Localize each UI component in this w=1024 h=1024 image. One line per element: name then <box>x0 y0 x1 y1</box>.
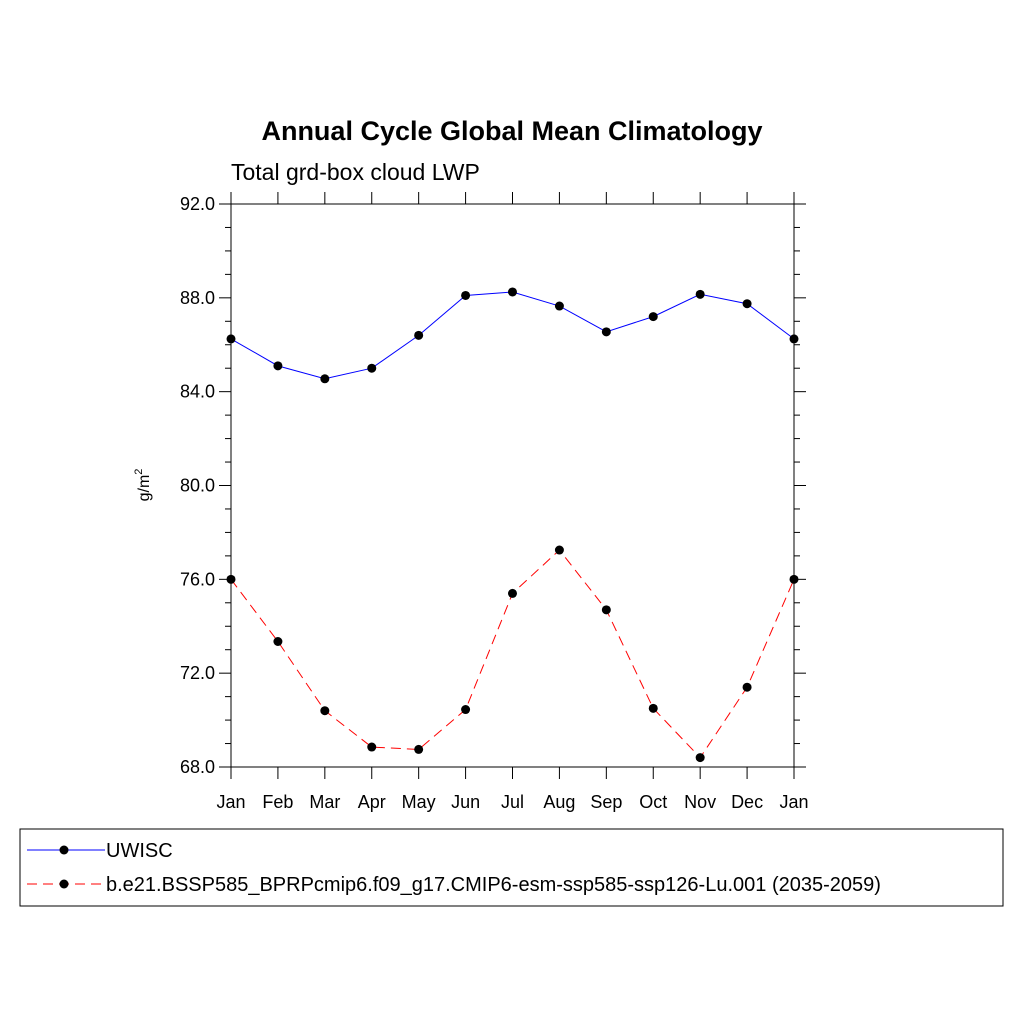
legend-marker-uwisc <box>59 845 69 855</box>
series-1-point <box>648 703 658 713</box>
series-1 <box>226 545 799 763</box>
series-0-point <box>461 290 471 300</box>
series-1-point <box>695 753 705 763</box>
series-0-point <box>273 361 283 371</box>
axis-ticks <box>219 192 806 779</box>
y-axis-label-base: g/m <box>136 475 153 502</box>
y-tick-label: 76.0 <box>180 569 215 589</box>
x-tick-label: Jul <box>501 792 524 812</box>
y-axis-label-superscript: 2 <box>133 469 145 475</box>
y-axis-label: g/m2 <box>133 469 153 502</box>
legend-label-uwisc: UWISC <box>106 840 173 862</box>
legend-marker-model <box>59 879 69 889</box>
series-0-point <box>695 289 705 299</box>
x-tick-label: Apr <box>358 792 386 812</box>
series-line-1 <box>230 549 795 759</box>
y-tick-label: 72.0 <box>180 663 215 683</box>
x-tick-label: Jun <box>451 792 480 812</box>
y-tick-labels: 68.0 72.0 76.0 80.0 84.0 88.0 92.0 <box>180 194 215 777</box>
x-tick-label: Jan <box>216 792 245 812</box>
x-tick-label: Oct <box>639 792 667 812</box>
series-1-point <box>601 605 611 615</box>
series-layer <box>226 287 799 763</box>
series-1-point <box>742 682 752 692</box>
series-1-point <box>461 705 471 715</box>
series-line-0 <box>230 291 795 380</box>
series-1-point <box>554 545 564 555</box>
legend-label-model: b.e21.BSSP585_BPRPcmip6.f09_g17.CMIP6-es… <box>106 874 881 896</box>
series-0-point <box>648 312 658 322</box>
x-tick-label: Feb <box>262 792 293 812</box>
y-tick-label: 88.0 <box>180 288 215 308</box>
series-1-point <box>414 744 424 754</box>
chart-subtitle: Total grd-box cloud LWP <box>231 159 480 185</box>
x-tick-label: Sep <box>590 792 622 812</box>
series-0-point <box>320 374 330 384</box>
x-tick-label: Aug <box>543 792 575 812</box>
legend: UWISC b.e21.BSSP585_BPRPcmip6.f09_g17.CM… <box>19 828 1004 907</box>
series-0-point <box>554 301 564 311</box>
series-1-point <box>367 742 377 752</box>
series-1-point <box>273 636 283 646</box>
y-tick-label: 80.0 <box>180 476 215 496</box>
series-0-point <box>601 327 611 337</box>
series-0-point <box>367 363 377 373</box>
plot-frame <box>230 203 795 768</box>
x-tick-label: Nov <box>684 792 716 812</box>
legend-box <box>19 828 1004 907</box>
series-0-point <box>508 287 517 297</box>
x-tick-label: Mar <box>309 792 340 812</box>
x-tick-label: Jan <box>779 792 808 812</box>
series-0-point <box>414 330 424 340</box>
chart-title: Annual Cycle Global Mean Climatology <box>261 116 762 146</box>
series-0 <box>226 287 799 384</box>
y-tick-label: 68.0 <box>180 757 215 777</box>
x-tick-label: Dec <box>731 792 763 812</box>
series-0-point <box>742 299 752 309</box>
y-tick-label: 92.0 <box>180 194 215 214</box>
x-tick-labels: Jan Feb Mar Apr May Jun Jul Aug Sep Oct Nov Dec Jan <box>216 792 808 812</box>
y-tick-label: 84.0 <box>180 382 215 402</box>
series-1-point <box>508 588 517 598</box>
series-1-point <box>320 706 330 716</box>
x-tick-label: May <box>402 792 436 812</box>
